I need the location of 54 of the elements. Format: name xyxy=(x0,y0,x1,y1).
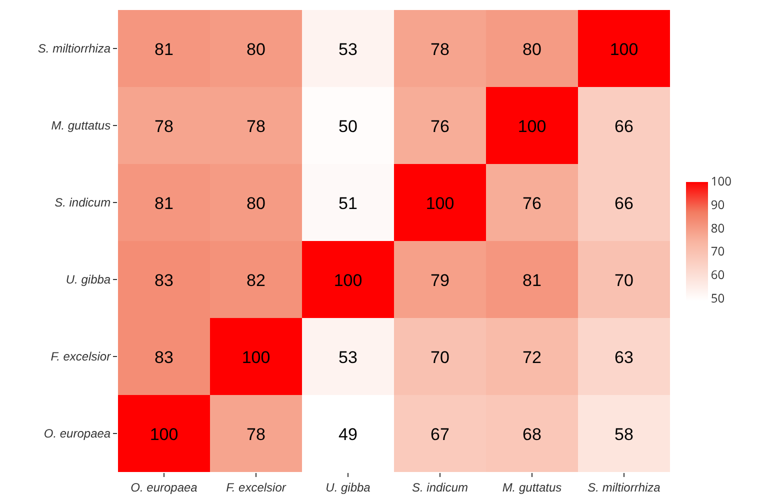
data-label: 78 xyxy=(430,40,450,59)
data-label: 49 xyxy=(338,424,358,444)
x-tick-label: U. gibba xyxy=(326,480,371,494)
data-label: 70 xyxy=(430,348,450,367)
data-label: 63 xyxy=(614,348,634,367)
y-tick-label: F. excelsior xyxy=(50,350,112,364)
color-bar-label: 50 xyxy=(710,289,725,306)
data-label: 53 xyxy=(338,40,358,59)
x-tick-label: O. europaea xyxy=(130,480,198,494)
data-label: 100 xyxy=(610,40,638,59)
x-tick-label: S. indicum xyxy=(412,480,468,494)
data-label: 81 xyxy=(522,270,542,290)
y-tick-label: S. indicum xyxy=(54,196,111,210)
x-tick-label: S. miltiorrhiza xyxy=(588,480,661,494)
data-label: 76 xyxy=(430,116,450,136)
data-label: 66 xyxy=(614,116,634,136)
data-label: 78 xyxy=(154,116,174,136)
data-label: 100 xyxy=(242,348,270,367)
data-label: 78 xyxy=(246,116,266,136)
data-label: 100 xyxy=(518,116,546,136)
data-label: 100 xyxy=(150,424,178,444)
color-bar-label: 90 xyxy=(710,196,725,214)
x-tick-label: F. excelsior xyxy=(226,480,287,494)
data-label: 79 xyxy=(430,270,450,290)
data-label: 76 xyxy=(522,194,542,213)
y-tick-label: M. guttatus xyxy=(51,118,111,133)
x-tick-label: M. guttatus xyxy=(502,480,562,494)
data-label: 68 xyxy=(522,424,542,444)
data-label: 80 xyxy=(246,194,266,213)
data-label: 82 xyxy=(246,270,266,290)
data-label: 81 xyxy=(154,194,174,213)
y-tick-label: S. miltiorrhiza xyxy=(38,42,111,56)
data-label: 78 xyxy=(246,424,266,444)
data-label: 51 xyxy=(338,194,358,213)
y-tick-label: O. europaea xyxy=(44,426,111,441)
data-label: 80 xyxy=(522,40,542,59)
data-label: 100 xyxy=(334,270,362,290)
y-tick-label: U. gibba xyxy=(66,272,111,287)
data-label: 53 xyxy=(338,348,358,367)
data-label: 66 xyxy=(614,194,634,213)
color-bar-label: 70 xyxy=(710,242,725,260)
data-label: 100 xyxy=(426,194,454,213)
color-bar-label: 80 xyxy=(710,219,725,236)
data-label: 83 xyxy=(154,270,174,290)
data-label: 81 xyxy=(154,40,174,59)
data-label: 58 xyxy=(614,424,634,444)
data-label: 80 xyxy=(246,40,266,59)
color-bar-label: 60 xyxy=(710,266,725,284)
color-bar-label: 100 xyxy=(710,172,732,190)
data-label: 83 xyxy=(154,348,174,367)
data-label: 72 xyxy=(522,348,542,367)
data-label: 70 xyxy=(614,270,634,290)
data-label: 67 xyxy=(430,424,450,444)
data-label: 50 xyxy=(338,116,358,136)
